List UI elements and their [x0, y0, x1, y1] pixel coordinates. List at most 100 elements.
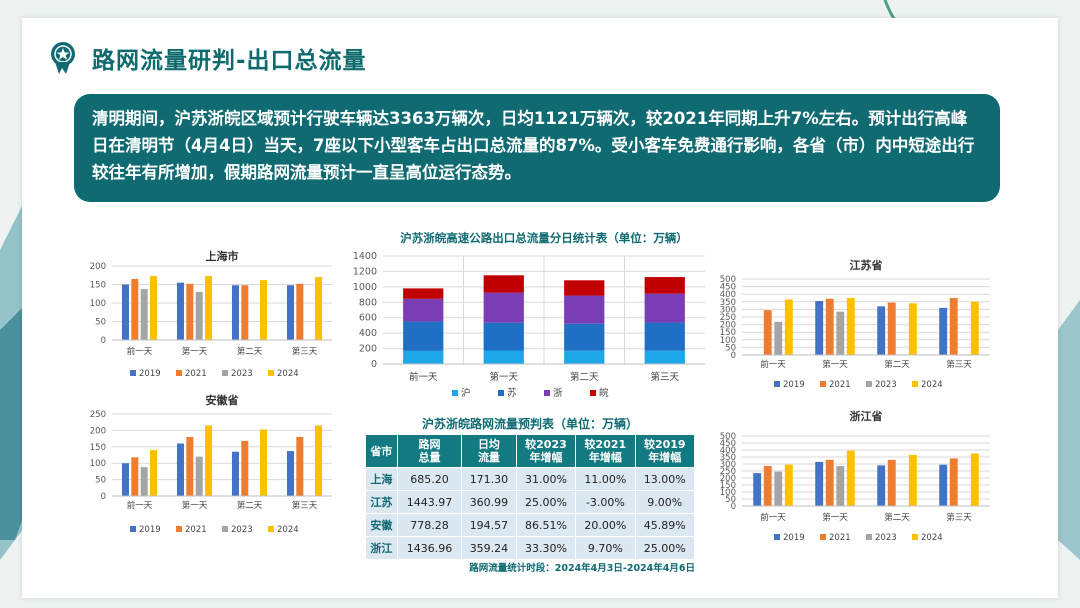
- forecast-table-note: 路网流量统计时段：2024年4月3日-2024年4月6日: [469, 563, 695, 574]
- legend-swatch: [130, 370, 136, 376]
- bar-segment: [644, 322, 685, 351]
- bar: [315, 277, 323, 340]
- bar: [150, 450, 158, 496]
- table-cell: 33.30%: [515, 536, 577, 560]
- bar: [186, 436, 194, 496]
- bar-segment: [403, 350, 444, 364]
- bar: [846, 298, 855, 355]
- table-header-text: 总量: [418, 451, 441, 464]
- bar: [970, 301, 979, 355]
- y-tick-label: 500: [720, 432, 736, 442]
- bar: [260, 429, 268, 496]
- table-cell-province: 上海: [365, 467, 398, 491]
- legend-label: 2024: [277, 369, 299, 379]
- bar: [939, 464, 948, 506]
- bar: [176, 282, 184, 340]
- y-tick-label: 200: [90, 426, 106, 436]
- legend-swatch: [222, 370, 228, 376]
- table-header: 较2021 年增幅: [575, 434, 636, 468]
- legend-label: 沪: [461, 387, 471, 399]
- table-cell: 360.99: [461, 490, 517, 514]
- legend-swatch: [866, 534, 872, 540]
- bar: [877, 465, 886, 506]
- bar-segment: [564, 280, 605, 296]
- y-tick-label: 1000: [353, 282, 377, 293]
- bar: [887, 459, 896, 506]
- table-cell: 86.51%: [515, 513, 577, 537]
- table-cell: 194.57: [461, 513, 517, 537]
- bar: [939, 307, 948, 355]
- chart-title: 上海市: [206, 249, 239, 263]
- table-header-text: 省市: [370, 444, 393, 458]
- bar: [949, 458, 958, 506]
- legend-swatch: [590, 390, 596, 396]
- bar: [815, 301, 824, 355]
- table-cell: 20.00%: [575, 513, 636, 537]
- y-tick-label: 100: [720, 488, 736, 498]
- legend-swatch: [820, 381, 826, 387]
- x-tick-label: 前一天: [760, 512, 786, 523]
- bar: [195, 291, 203, 340]
- y-tick-label: 600: [359, 313, 377, 324]
- bar-segment: [564, 323, 605, 351]
- y-tick-label: 100: [720, 336, 736, 346]
- x-tick-label: 第一天: [182, 346, 208, 357]
- y-tick-label: 50: [725, 495, 736, 505]
- legend-swatch: [222, 526, 228, 532]
- legend-swatch: [544, 390, 550, 396]
- legend-swatch: [268, 526, 274, 532]
- table-header-text: 年增幅: [588, 451, 622, 464]
- table-cell: 25.00%: [634, 536, 696, 560]
- legend-label: 2019: [139, 369, 161, 379]
- y-tick-label: 250: [90, 410, 106, 420]
- y-tick-label: 150: [90, 443, 106, 453]
- table-header: 较2019 年增幅: [634, 434, 696, 468]
- y-tick-label: 0: [731, 502, 736, 512]
- bar: [908, 454, 917, 506]
- page-title: 路网流量研判-出口总流量: [92, 48, 367, 74]
- legend-swatch: [912, 534, 918, 540]
- y-tick-label: 200: [720, 474, 736, 484]
- x-tick-label: 第二天: [237, 500, 263, 511]
- bar: [205, 425, 213, 496]
- forecast-table-title: 沪苏浙皖路网流量预判表（单位：万辆）: [421, 417, 638, 431]
- bar-segment: [483, 322, 524, 351]
- table-cell: 45.89%: [634, 513, 696, 537]
- y-tick-label: 800: [359, 297, 377, 308]
- y-tick-label: 50: [95, 318, 106, 328]
- chart-title: 沪苏浙皖高速公路出口总流量分日统计表（单位：万辆）: [400, 231, 688, 245]
- table-header: 路网 总量: [396, 434, 463, 468]
- bar-segment: [644, 350, 685, 364]
- bar: [241, 285, 249, 340]
- legend-label: 2021: [185, 369, 207, 379]
- x-tick-label: 第一天: [822, 359, 848, 370]
- bar: [176, 443, 184, 496]
- y-tick-label: 200: [359, 344, 377, 355]
- bar: [887, 302, 896, 355]
- legend-label: 2019: [783, 533, 805, 543]
- y-tick-label: 450: [720, 283, 736, 293]
- y-tick-label: 150: [720, 481, 736, 491]
- table-row: 浙江 1436.96 359.24 33.30% 9.70% 25.00%: [365, 536, 696, 560]
- legend-label: 苏: [507, 387, 517, 399]
- bar-segment: [483, 292, 524, 323]
- bar: [836, 311, 845, 355]
- table-cell: -3.00%: [575, 490, 636, 514]
- bar: [121, 463, 129, 496]
- y-tick-label: 350: [720, 298, 736, 308]
- table-cell: 359.24: [461, 536, 517, 560]
- y-tick-label: 100: [90, 459, 106, 469]
- table-header-text: 较2023: [525, 438, 567, 451]
- y-tick-label: 200: [720, 321, 736, 331]
- bar: [241, 440, 249, 496]
- chart-total-flow: 沪苏浙皖高速公路出口总流量分日统计表（单位：万辆） 0 200 400 600 800 10…: [353, 231, 705, 399]
- y-tick-label: 1200: [353, 266, 377, 277]
- chart-anhui: 安徽省 0 50 100 150 200 250 前一天 第一天 第二天 第三天 2019 2021 20…: [90, 393, 332, 535]
- bar: [970, 453, 979, 506]
- bar: [784, 299, 793, 355]
- bar-segment: [403, 321, 444, 351]
- table-cell: 1436.96: [396, 536, 463, 560]
- y-tick-label: 500: [720, 275, 736, 285]
- bar: [260, 280, 268, 340]
- bar: [140, 288, 148, 340]
